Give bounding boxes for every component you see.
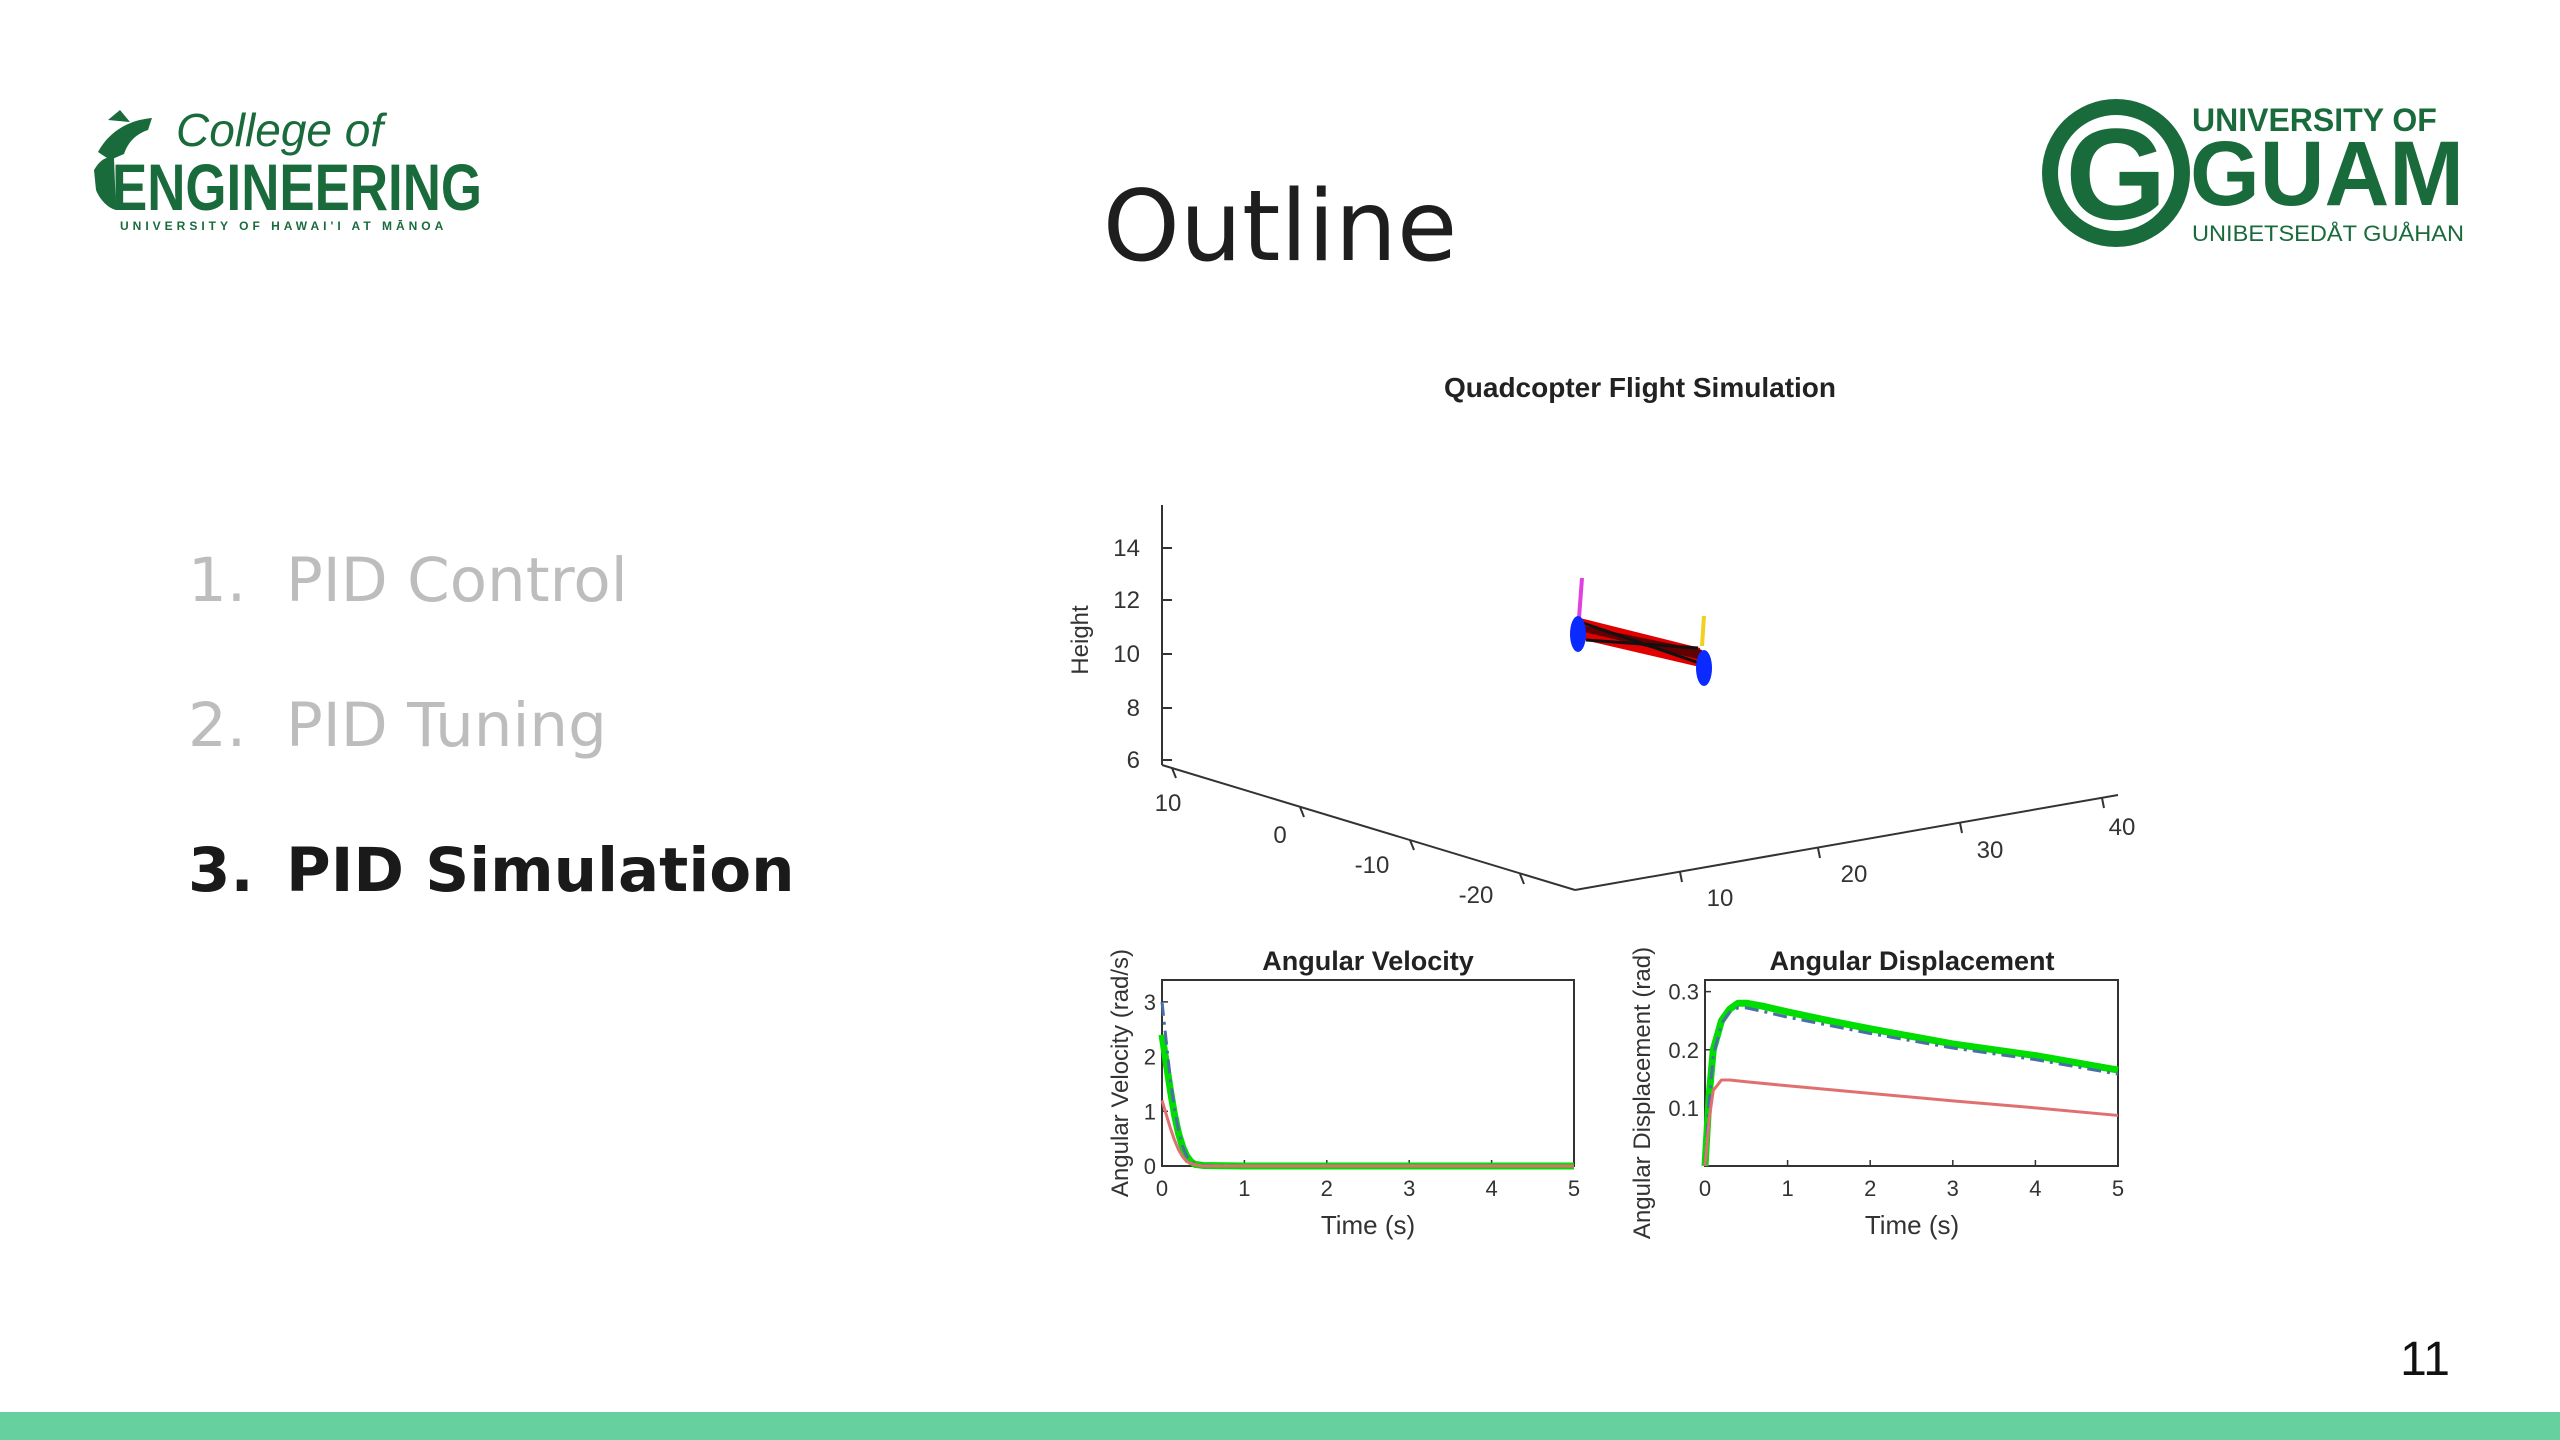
x-tick-label: 1 [1781,1176,1793,1201]
y-tick-label: 2 [1144,1045,1156,1070]
page-number: 11 [2400,1333,2450,1386]
plot-title: Angular Velocity [1262,946,1474,976]
quadcopter-model [1570,577,1712,686]
series-line-2 [1703,1078,2119,1167]
z-tick-label: 12 [1113,587,1140,614]
college-of-engineering-logo: College of ENGINEERING UNIVERSITY OF HAW… [94,104,482,233]
y-tick-label: 0.2 [1668,1038,1699,1063]
z-tick-label: 10 [1113,641,1140,668]
outline-item-label: PID Tuning [286,690,607,761]
logo-engineering-text: ENGINEERING [112,150,482,224]
x-tick-label: 4 [2029,1176,2041,1201]
x-tick-label: 30 [1977,837,2004,864]
x-tick-label: 3 [1947,1176,1959,1201]
slide-title: Outline [1102,170,1458,284]
plot-title: Angular Displacement [1769,946,2054,976]
angular-displacement-plot: Angular Displacement Time (s) Angular Di… [1629,946,2124,1240]
plot-frame [1161,979,1575,1167]
x-tick-label: 0 [1699,1176,1711,1201]
x-tick-label: 20 [1841,861,1868,888]
z-tick-label: 14 [1113,535,1140,562]
y-tick-label: 3 [1144,990,1156,1015]
z-tick-label: 8 [1127,695,1140,722]
y-tick-label: 0.1 [1668,1096,1699,1121]
x-tick-label: 10 [1707,885,1734,912]
plot3d [1161,505,2119,891]
plot-xlabel: Time (s) [1321,1210,1415,1240]
plot-xlabel: Time (s) [1865,1210,1959,1240]
logo-guam-text: GUAM [2190,123,2464,225]
y-tick-label: -20 [1459,882,1494,909]
outline-item-number: 1. [188,545,247,616]
outline-item-number: 3. [188,835,254,906]
y-tick-label: 0 [1273,822,1286,849]
bird-logo-icon [94,110,152,210]
x-tick-label: 2 [1321,1176,1333,1201]
logo-unibetsedat-text: UNIBETSEDÅT GUÅHAN [2192,221,2464,246]
guam-g-icon: G [2065,101,2166,247]
x-tick-label: 2 [1864,1176,1876,1201]
logo-university-of-text: UNIVERSITY OF [2192,102,2437,138]
plot3d-labels: Height 14 12 10 8 6 10 0 -10 -20 10 20 3… [1067,535,2135,912]
y-tick-label: 0 [1144,1154,1156,1179]
z-tick-label: 6 [1127,747,1140,774]
zlabel: Height [1067,605,1094,675]
plot-ylabel: Angular Displacement (rad) [1629,947,1656,1239]
x-tick-label: 5 [2112,1176,2124,1201]
series-line-1 [1703,1006,2119,1167]
outline-item-number: 2. [188,690,247,761]
outline-item-pid-control: 1. PID Control [188,545,628,616]
university-of-guam-logo: G UNIVERSITY OF GUAM UNIBETSEDÅT GUÅHAN [2042,99,2464,247]
figure-title: Quadcopter Flight Simulation [1444,372,1836,403]
bottom-accent-bar [0,1412,2560,1440]
logo-university-text: UNIVERSITY OF HAWAI'I AT MĀNOA [120,219,447,233]
outline-item-label: PID Simulation [286,835,795,906]
y-tick-label: 10 [1155,790,1182,817]
logo-college-text: College of [176,104,387,156]
x-tick-label: 40 [2109,814,2136,841]
y-axis [1161,764,1576,891]
outline-item-pid-simulation: 3. PID Simulation [188,835,795,906]
y-tick-label: 1 [1144,1099,1156,1124]
x-tick-label: 0 [1156,1176,1168,1201]
angular-velocity-plot: Angular Velocity Time (s) Angular Veloci… [1107,946,1580,1240]
y-tick-label: -10 [1355,852,1390,879]
outline-item-pid-tuning: 2. PID Tuning [188,690,607,761]
series-line-2 [1160,1099,1574,1168]
x-tick-label: 4 [1485,1176,1497,1201]
x-tick-label: 5 [1568,1176,1580,1201]
plot-ylabel: Angular Velocity (rad/s) [1107,949,1134,1197]
x-axis [1574,794,2119,891]
x-tick-label: 1 [1238,1176,1250,1201]
outline-item-label: PID Control [286,545,628,616]
x-tick-label: 3 [1403,1176,1415,1201]
y-tick-label: 0.3 [1668,980,1699,1005]
